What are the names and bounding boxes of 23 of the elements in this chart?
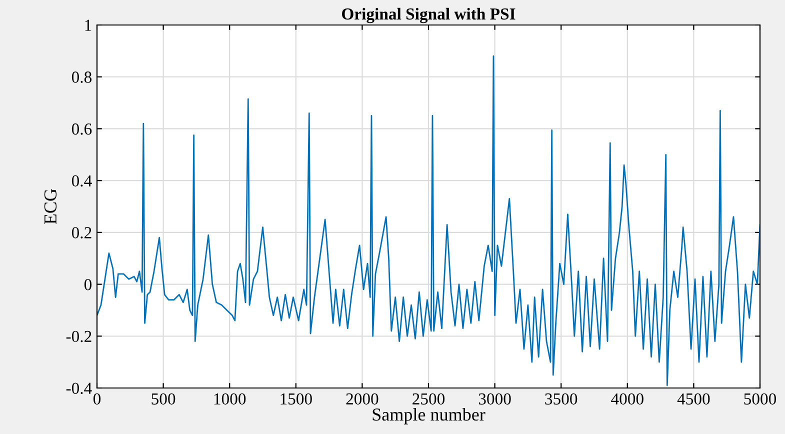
chart-title: Original Signal with PSI [342,8,516,24]
x-tick-label: 4000 [611,393,644,405]
y-tick-label: 0.6 [72,123,92,135]
y-tick-label: 1 [85,20,92,31]
x-tick-label: 2000 [346,393,378,405]
x-tick-label: 1000 [214,393,246,405]
y-tick-label: -0.2 [66,330,92,342]
x-tick-label: 5000 [744,393,776,405]
x-tick-label: 3000 [478,393,511,405]
x-axis-title: Sample number [372,408,486,424]
y-tick-label: 0.2 [72,227,92,238]
x-tick-label: 4500 [677,393,710,405]
y-tick-label: -0.4 [66,382,92,394]
y-tick-label: 0.4 [72,175,92,187]
x-tick-label: 1500 [280,393,312,405]
x-tick-label: 3500 [545,393,578,405]
line-series [97,55,760,386]
x-tick-label: 0 [93,393,101,405]
x-tick-label: 500 [152,393,176,405]
x-tick-label: 2500 [412,393,445,405]
y-axis-title: ECG [44,189,57,224]
y-tick-label: 0 [84,278,92,290]
y-tick-label: 0.8 [72,72,92,83]
